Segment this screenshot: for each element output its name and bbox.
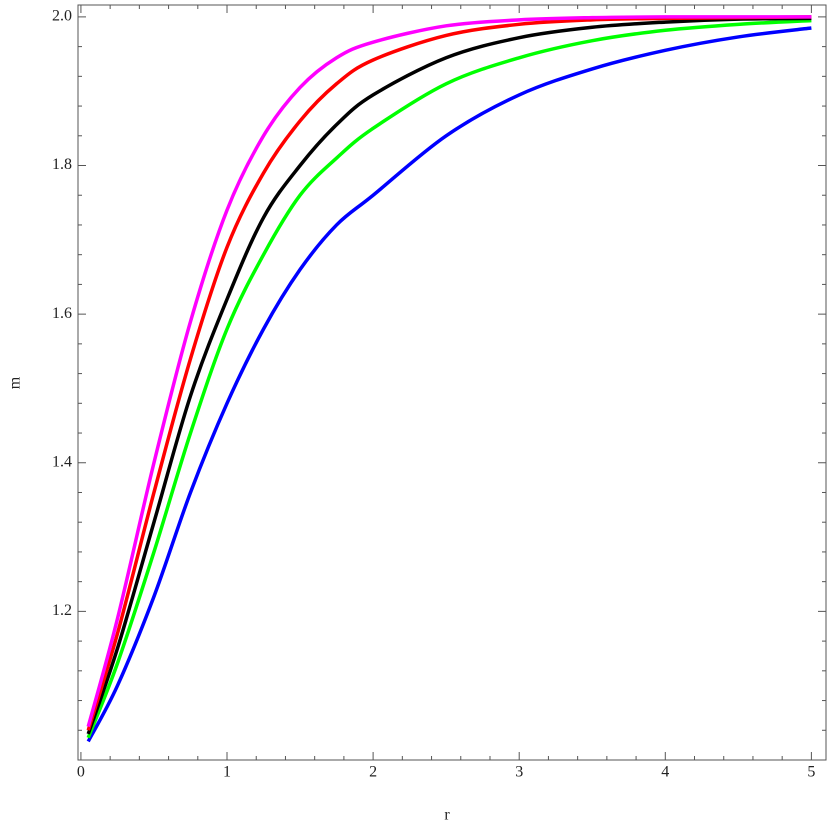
y-axis-label: m <box>7 376 24 389</box>
x-tick-label: 1 <box>223 764 231 781</box>
line-series <box>86 26 812 743</box>
x-tick-label: 0 <box>77 764 85 781</box>
y-tick-label: 1.6 <box>52 305 72 322</box>
x-tick-label: 2 <box>369 764 377 781</box>
y-tick-label: 1.8 <box>52 156 72 173</box>
line-series <box>86 18 812 739</box>
x-tick-label: 3 <box>515 764 523 781</box>
y-tick-label: 1.4 <box>52 453 72 470</box>
x-axis-label: r <box>444 807 450 824</box>
x-tick-label: 5 <box>807 764 815 781</box>
plot-frame <box>77 4 827 761</box>
line-series <box>86 16 812 735</box>
y-tick-label: 1.2 <box>52 602 72 619</box>
y-tick-label: 2.0 <box>52 8 72 25</box>
x-tick-label: 4 <box>661 764 669 781</box>
line-series <box>86 15 812 728</box>
